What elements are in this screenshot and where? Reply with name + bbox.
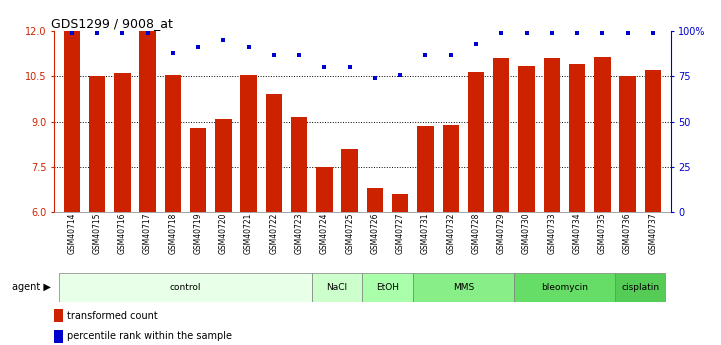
- Text: GSM40720: GSM40720: [219, 212, 228, 254]
- Bar: [342, 149, 358, 212]
- Bar: [493, 58, 510, 212]
- Text: GSM40723: GSM40723: [295, 212, 304, 254]
- Text: transformed count: transformed count: [66, 310, 157, 321]
- Text: GSM40734: GSM40734: [572, 212, 582, 254]
- Text: MMS: MMS: [453, 283, 474, 292]
- Point: [344, 65, 355, 70]
- Bar: [63, 31, 80, 212]
- Bar: [54, 309, 63, 322]
- Point: [243, 45, 255, 50]
- Point: [218, 37, 229, 43]
- Bar: [291, 117, 307, 212]
- Point: [420, 52, 431, 57]
- Bar: [265, 95, 282, 212]
- Bar: [544, 58, 560, 212]
- Text: GSM40715: GSM40715: [92, 212, 102, 254]
- Bar: [514, 273, 615, 302]
- Bar: [139, 31, 156, 212]
- Text: GSM40735: GSM40735: [598, 212, 607, 254]
- Text: GSM40716: GSM40716: [118, 212, 127, 254]
- Text: GSM40725: GSM40725: [345, 212, 354, 254]
- Point: [647, 30, 658, 36]
- Bar: [417, 126, 433, 212]
- Point: [521, 30, 532, 36]
- Point: [394, 72, 406, 77]
- Text: GSM40737: GSM40737: [648, 212, 658, 254]
- Point: [622, 30, 633, 36]
- Point: [546, 30, 557, 36]
- Bar: [311, 273, 363, 302]
- Text: GSM40726: GSM40726: [371, 212, 379, 254]
- Text: GSM40717: GSM40717: [143, 212, 152, 254]
- Bar: [114, 73, 131, 212]
- Point: [571, 30, 583, 36]
- Text: percentile rank within the sample: percentile rank within the sample: [66, 332, 231, 342]
- Point: [117, 30, 128, 36]
- Text: GSM40714: GSM40714: [67, 212, 76, 254]
- Text: cisplatin: cisplatin: [622, 283, 659, 292]
- Text: GSM40732: GSM40732: [446, 212, 455, 254]
- Text: EtOH: EtOH: [376, 283, 399, 292]
- Text: GSM40728: GSM40728: [472, 212, 480, 254]
- Text: GSM40718: GSM40718: [168, 212, 177, 254]
- Point: [369, 75, 381, 81]
- Text: GSM40729: GSM40729: [497, 212, 505, 254]
- Bar: [367, 188, 383, 212]
- Point: [193, 45, 204, 50]
- Bar: [443, 125, 459, 212]
- Text: GSM40727: GSM40727: [396, 212, 404, 254]
- Text: GSM40731: GSM40731: [421, 212, 430, 254]
- Point: [596, 30, 608, 36]
- Point: [142, 30, 154, 36]
- Point: [445, 52, 456, 57]
- Text: control: control: [169, 283, 201, 292]
- Bar: [594, 57, 611, 212]
- Bar: [54, 330, 63, 343]
- Bar: [164, 75, 181, 212]
- Text: agent ▶: agent ▶: [12, 282, 50, 292]
- Text: GSM40724: GSM40724: [320, 212, 329, 254]
- Text: bleomycin: bleomycin: [541, 283, 588, 292]
- Text: GSM40730: GSM40730: [522, 212, 531, 254]
- Point: [319, 65, 330, 70]
- Bar: [615, 273, 665, 302]
- Point: [167, 50, 179, 56]
- Point: [66, 30, 78, 36]
- Bar: [619, 76, 636, 212]
- Text: GDS1299 / 9008_at: GDS1299 / 9008_at: [51, 17, 173, 30]
- Bar: [468, 72, 485, 212]
- Bar: [518, 66, 535, 212]
- Point: [495, 30, 507, 36]
- Text: GSM40719: GSM40719: [193, 212, 203, 254]
- Bar: [645, 70, 661, 212]
- Point: [470, 41, 482, 47]
- Bar: [190, 128, 206, 212]
- Text: GSM40722: GSM40722: [270, 212, 278, 254]
- Bar: [89, 76, 105, 212]
- Bar: [240, 75, 257, 212]
- Point: [92, 30, 103, 36]
- Text: GSM40733: GSM40733: [547, 212, 557, 254]
- Text: GSM40736: GSM40736: [623, 212, 632, 254]
- Bar: [392, 194, 408, 212]
- Bar: [59, 273, 311, 302]
- Bar: [363, 273, 413, 302]
- Text: NaCl: NaCl: [327, 283, 348, 292]
- Bar: [413, 273, 514, 302]
- Point: [293, 52, 305, 57]
- Point: [268, 52, 280, 57]
- Text: GSM40721: GSM40721: [244, 212, 253, 254]
- Bar: [215, 119, 231, 212]
- Bar: [317, 167, 332, 212]
- Bar: [569, 64, 585, 212]
